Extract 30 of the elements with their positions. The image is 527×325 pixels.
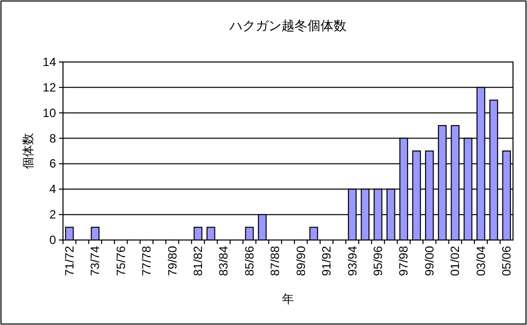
x-tick-label: 79/80 [165,246,180,276]
y-tick-label: 12 [42,80,56,94]
x-tick-label: 81/82 [191,246,205,276]
y-tick-label: 0 [49,233,56,247]
x-tick-label: 85/86 [242,246,256,276]
x-tick-label: 97/98 [396,246,411,276]
y-tick-label: 10 [42,106,56,120]
x-tick-label: 75/76 [114,246,128,276]
x-tick-label: 89/90 [294,246,308,276]
y-tick-label: 4 [49,182,56,196]
y-tick-label: 14 [42,55,56,69]
x-tick-label: 93/94 [345,246,360,276]
x-tick-label: 71/72 [62,246,76,276]
x-tick-label: 87/88 [268,246,282,276]
x-tick-label: 73/74 [88,246,102,276]
y-tick-label: 6 [49,156,56,171]
x-tick-label: 77/78 [140,246,154,276]
x-tick-label: 05/06 [500,246,514,276]
x-tick-label: 95/96 [371,246,385,276]
x-tick-label: 03/04 [474,246,488,276]
x-tick-label: 83/84 [216,246,231,276]
plot: 0 2 4 6 8 10 12 14 71/72 73/74 75/76 77/78 79/80 81/82 83/84 85/86 87/88 89/90 91/92 93/94 95/96 97/98 99/00 01/02 03/04 05/06 [42,55,514,276]
y-tick-label: 8 [49,131,56,146]
ylabel: 個体数 [21,133,35,169]
y-tick-label: 2 [49,208,56,222]
x-tick-label: 91/92 [320,246,334,276]
xlabel: 年 [282,292,294,306]
title: ハクガン越冬個体数 [230,18,346,33]
x-tick-label: 01/02 [448,246,462,276]
x-tick-label: 99/00 [422,246,436,276]
